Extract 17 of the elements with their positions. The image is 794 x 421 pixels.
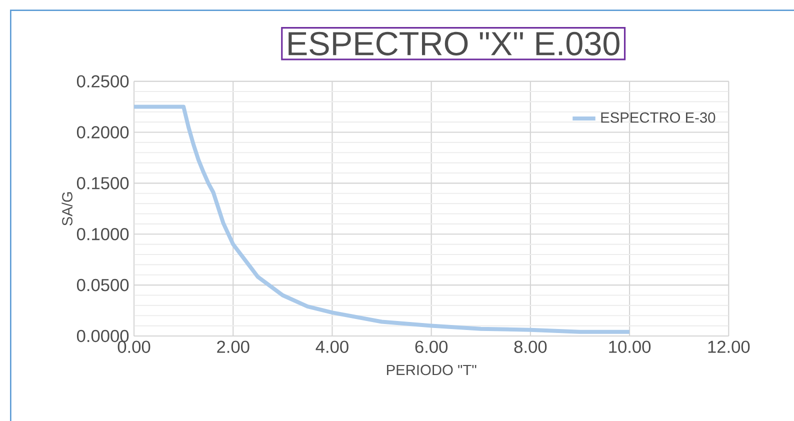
- y-tick-label: 0.0500: [76, 278, 129, 292]
- x-tick-label: 10.00: [609, 340, 651, 353]
- y-axis-title: SA/G: [62, 192, 72, 226]
- y-tick-label: 0.1500: [76, 177, 129, 190]
- chart-title: ESPECTRO "X" E.030: [288, 32, 620, 56]
- x-tick-label: 4.00: [316, 340, 348, 353]
- x-axis-title: PERIODO "T": [387, 364, 476, 376]
- x-tick-label: 0.00: [118, 340, 150, 353]
- y-tick-label: 0.2500: [76, 75, 129, 88]
- y-tick-label: 0.0000: [76, 330, 129, 342]
- x-tick-label: 8.00: [514, 340, 547, 353]
- y-tick-label: 0.2000: [76, 126, 129, 138]
- legend-label: ESPECTRO E-30: [601, 112, 716, 123]
- y-tick-label: 0.1000: [76, 228, 129, 240]
- x-tick-label: 2.00: [217, 340, 250, 353]
- x-tick-label: 6.00: [415, 340, 448, 353]
- x-tick-label: 12.00: [708, 340, 750, 353]
